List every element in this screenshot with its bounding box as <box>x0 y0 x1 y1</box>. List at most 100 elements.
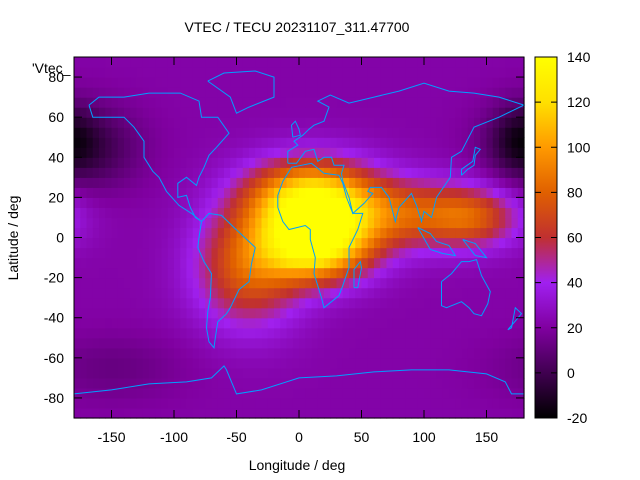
heatmap-cell <box>442 197 450 209</box>
heatmap-cell <box>86 187 94 198</box>
heatmap-cell <box>199 197 206 209</box>
heatmap-cell <box>449 77 456 88</box>
heatmap-cell <box>467 77 475 88</box>
heatmap-cell <box>430 127 438 138</box>
heatmap-cell <box>324 207 331 219</box>
heatmap-cell <box>499 297 506 309</box>
heatmap-cell <box>480 307 488 319</box>
heatmap-cell <box>474 177 481 188</box>
heatmap-cell <box>205 157 213 168</box>
heatmap-cell <box>324 97 331 108</box>
heatmap-cell <box>274 157 281 168</box>
heatmap-cell <box>255 297 263 309</box>
heatmap-cell <box>424 377 431 389</box>
heatmap-cell <box>336 187 344 198</box>
heatmap-cell <box>161 107 169 118</box>
heatmap-cell <box>374 287 381 299</box>
heatmap-cell <box>167 77 175 88</box>
heatmap-cell <box>192 357 200 369</box>
heatmap-cell <box>255 117 263 128</box>
heatmap-cell <box>86 297 94 309</box>
heatmap-cell <box>230 287 238 299</box>
heatmap-cell <box>217 87 225 98</box>
heatmap-cell <box>186 287 194 299</box>
heatmap-cell <box>380 247 388 259</box>
heatmap-cell <box>442 297 450 309</box>
heatmap-cell <box>249 97 256 108</box>
heatmap-cell <box>436 177 444 188</box>
heatmap-cell <box>261 97 269 108</box>
heatmap-cell <box>455 317 463 329</box>
heatmap-cell <box>155 67 163 78</box>
heatmap-cell <box>317 237 325 249</box>
colorbar-tick-label: 120 <box>567 94 591 110</box>
heatmap-cell <box>86 367 94 379</box>
heatmap-cell <box>511 297 519 309</box>
heatmap-cell <box>374 187 381 198</box>
heatmap-cell <box>467 57 475 68</box>
heatmap-cell <box>392 67 400 78</box>
heatmap-cell <box>274 347 281 359</box>
heatmap-cell <box>317 247 325 259</box>
heatmap-cell <box>449 297 456 309</box>
heatmap-cell <box>92 297 100 309</box>
heatmap-cell <box>74 277 81 289</box>
heatmap-cell <box>280 327 288 339</box>
heatmap-cell <box>155 57 163 68</box>
heatmap-cell <box>455 247 463 259</box>
heatmap-cell <box>511 107 519 118</box>
heatmap-cell <box>292 177 300 188</box>
heatmap-cell <box>449 367 456 379</box>
heatmap-cell <box>205 327 213 339</box>
heatmap-cell <box>236 307 244 319</box>
heatmap-cell <box>474 117 481 128</box>
heatmap-cell <box>174 177 181 188</box>
heatmap-cell <box>442 377 450 389</box>
heatmap-cell <box>155 117 163 128</box>
heatmap-cell <box>167 257 175 269</box>
heatmap-cell <box>255 257 263 269</box>
heatmap-cell <box>317 317 325 329</box>
heatmap-cell <box>92 127 100 138</box>
heatmap-cell <box>86 217 94 229</box>
heatmap-cell <box>249 207 256 219</box>
heatmap-cell <box>349 307 356 319</box>
heatmap-cell <box>386 407 394 419</box>
heatmap-cell <box>430 257 438 269</box>
heatmap-cell <box>74 177 81 188</box>
heatmap-cell <box>405 287 413 299</box>
heatmap-cell <box>317 87 325 98</box>
heatmap-cell <box>511 157 519 168</box>
heatmap-cell <box>186 107 194 118</box>
heatmap-cell <box>317 307 325 319</box>
heatmap-cell <box>305 217 313 229</box>
heatmap-cell <box>111 127 119 138</box>
heatmap-cell <box>436 267 444 279</box>
heatmap-cell <box>86 107 94 118</box>
heatmap-cell <box>392 387 400 399</box>
heatmap-cell <box>342 217 350 229</box>
coastline-north-america <box>88 92 230 222</box>
heatmap-cell <box>180 117 188 128</box>
heatmap-cell <box>486 97 494 108</box>
heatmap-cell <box>299 307 306 319</box>
heatmap-cell <box>249 287 256 299</box>
heatmap-cell <box>317 77 325 88</box>
heatmap-cell <box>461 347 469 359</box>
heatmap-cell <box>249 227 256 239</box>
heatmap-cell <box>242 257 250 269</box>
heatmap-cell <box>299 287 306 299</box>
heatmap-cell <box>286 167 294 178</box>
heatmap-cell <box>242 357 250 369</box>
heatmap-cell <box>505 277 513 289</box>
heatmap-cell <box>86 327 94 339</box>
heatmap-cell <box>111 157 119 168</box>
heatmap-cell <box>374 387 381 399</box>
heatmap-cell <box>449 397 456 409</box>
heatmap-cell <box>386 117 394 128</box>
heatmap-cell <box>367 227 375 239</box>
heatmap-cell <box>511 197 519 209</box>
heatmap-cell <box>130 67 138 78</box>
heatmap-cell <box>174 357 181 369</box>
coastline-new-zealand <box>507 306 523 331</box>
